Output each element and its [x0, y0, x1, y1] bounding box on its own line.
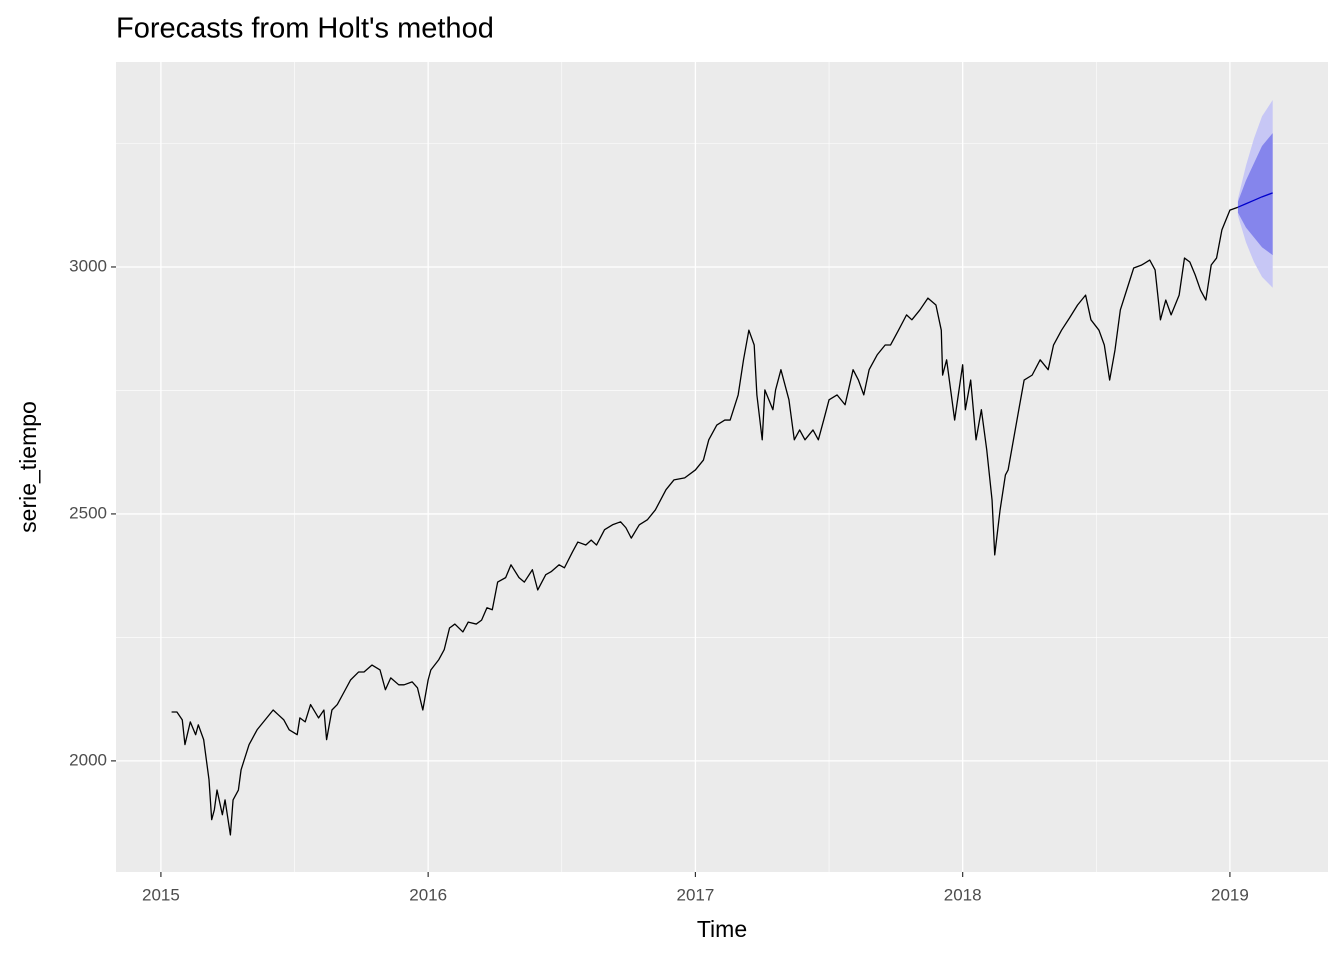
x-tick-label: 2017 [676, 885, 714, 904]
x-tick-label: 2015 [142, 885, 180, 904]
forecast-band-80 [1237, 133, 1273, 256]
y-tick-label: 2500 [69, 503, 107, 522]
x-tick-label: 2018 [944, 885, 982, 904]
y-tick-label: 2000 [69, 750, 107, 769]
panel [116, 62, 1328, 872]
x-axis-title: Time [697, 916, 747, 942]
forecast-line [1237, 192, 1273, 208]
series-line [171, 206, 1239, 836]
chart-title: Forecasts from Holt's method [116, 13, 494, 45]
y-axis-title: serie_tiempo [15, 401, 41, 533]
x-tick-label: 2016 [409, 885, 447, 904]
x-tick-label: 2019 [1211, 885, 1249, 904]
y-tick-label: 3000 [69, 256, 107, 275]
